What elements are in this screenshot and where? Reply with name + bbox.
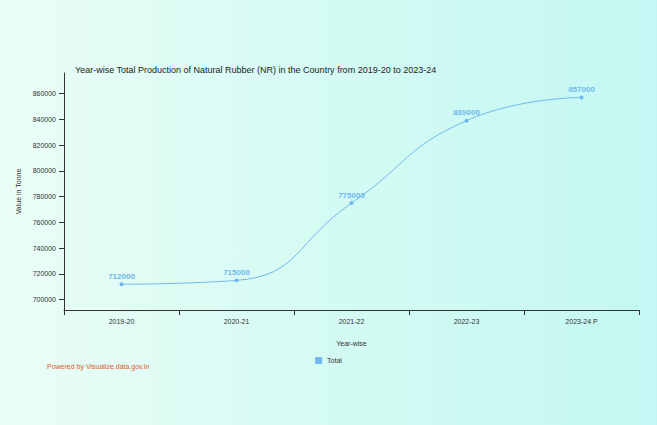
svg-text:760000: 760000: [33, 219, 56, 226]
svg-text:Total: Total: [327, 357, 342, 364]
svg-text:Year-wise: Year-wise: [336, 340, 367, 347]
svg-text:740000: 740000: [33, 245, 56, 252]
svg-text:Powered by Visualize.data.gov.: Powered by Visualize.data.gov.in: [47, 363, 150, 371]
svg-text:715000: 715000: [223, 268, 250, 277]
svg-text:Value in Tonne: Value in Tonne: [15, 169, 22, 215]
svg-text:2021-22: 2021-22: [339, 318, 365, 325]
svg-text:700000: 700000: [33, 296, 56, 303]
svg-text:840000: 840000: [33, 116, 56, 123]
svg-text:2023-24 P: 2023-24 P: [565, 318, 598, 325]
svg-text:2019-20: 2019-20: [109, 318, 135, 325]
svg-text:712000: 712000: [108, 272, 135, 281]
svg-text:839000: 839000: [453, 108, 480, 117]
svg-text:860000: 860000: [33, 90, 56, 97]
svg-text:780000: 780000: [33, 193, 56, 200]
svg-text:775000: 775000: [338, 191, 365, 200]
svg-text:820000: 820000: [33, 142, 56, 149]
svg-text:800000: 800000: [33, 167, 56, 174]
svg-text:2020-21: 2020-21: [224, 318, 250, 325]
svg-text:Year-wise Total Production of: Year-wise Total Production of Natural Ru…: [75, 65, 436, 75]
svg-text:720000: 720000: [33, 270, 56, 277]
svg-text:2022-23: 2022-23: [454, 318, 480, 325]
svg-text:857000: 857000: [568, 85, 595, 94]
